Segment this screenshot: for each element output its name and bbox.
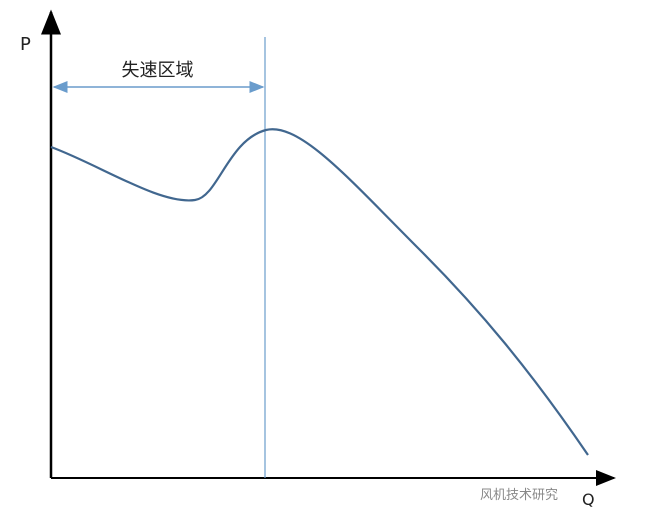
y-axis-label: P: [20, 34, 31, 55]
performance-curve: [50, 128, 589, 456]
x-axis-label: Q: [582, 490, 595, 509]
stall-region-label: 失速区域: [121, 60, 194, 81]
watermark: 风机技术研究: [480, 488, 559, 503]
